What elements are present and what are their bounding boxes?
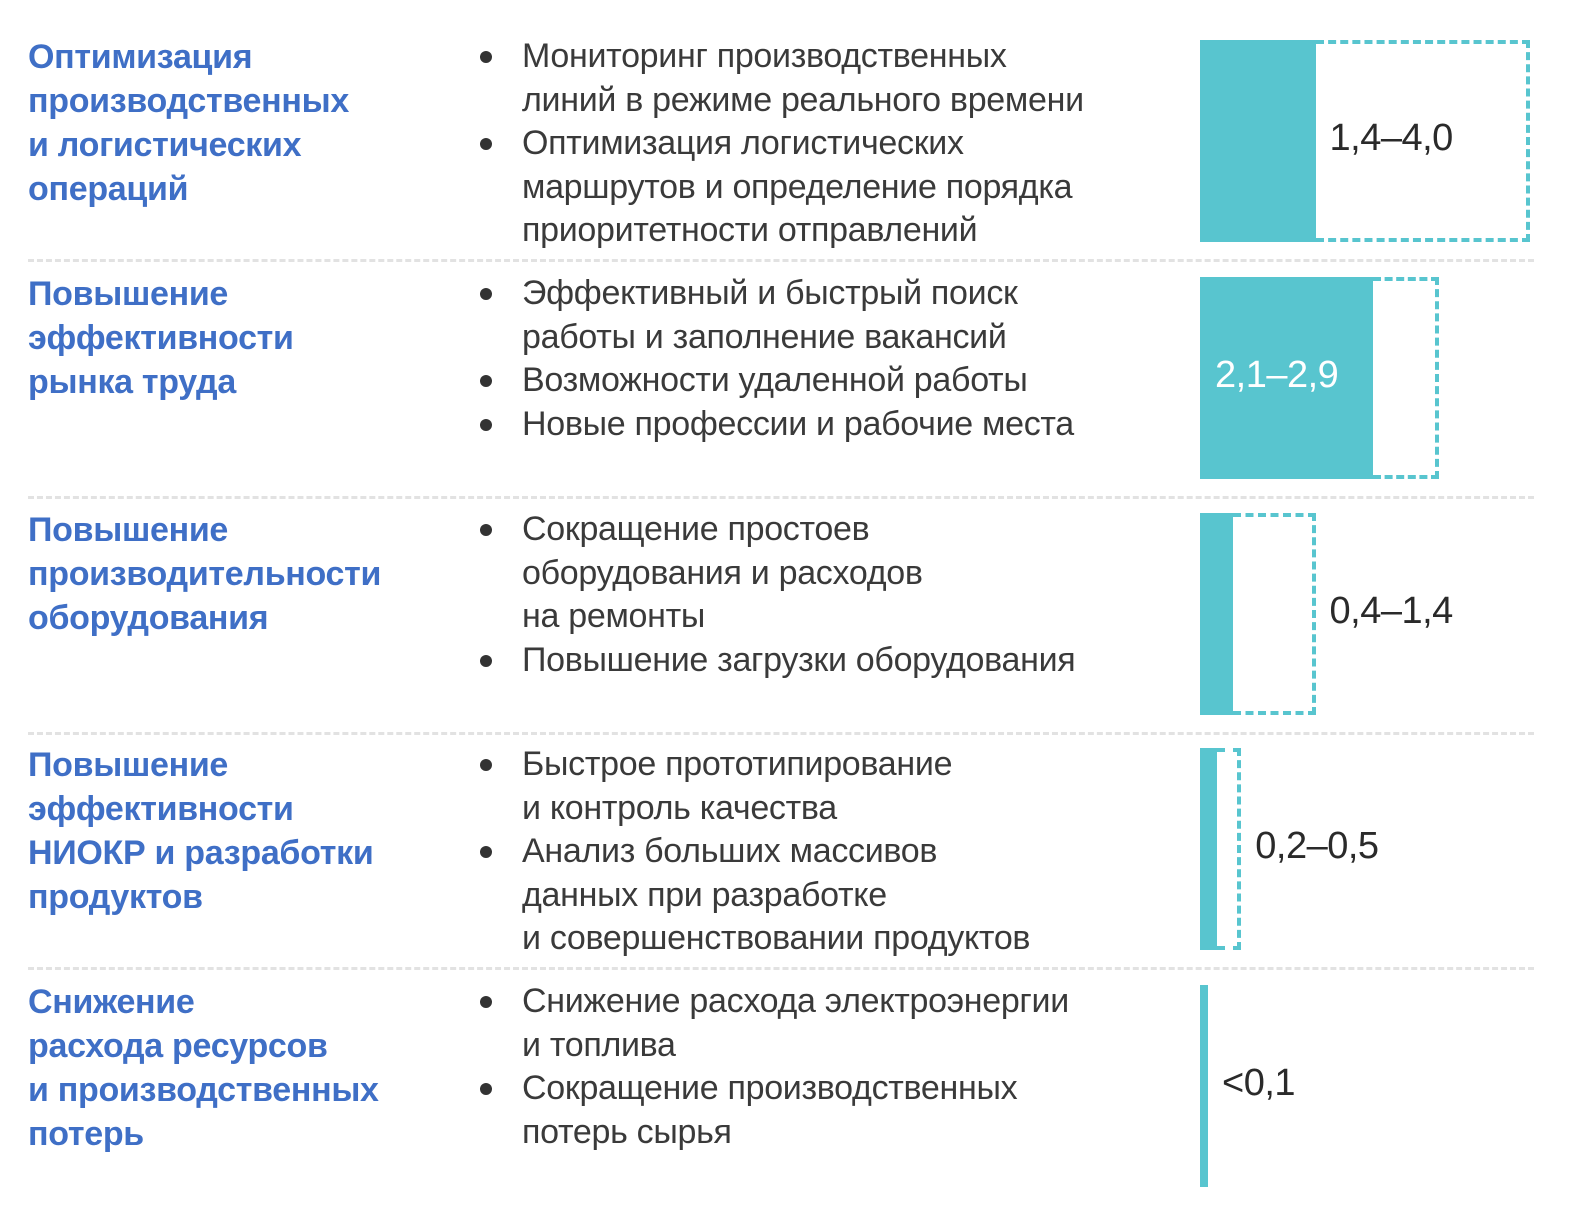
bullet-text-line: Анализ больших массивов [522, 832, 938, 870]
category-title-line: и логистических [28, 126, 302, 164]
bullet-dot-icon [480, 288, 492, 300]
category-title-line: производственных [28, 82, 349, 120]
bullet-dot-icon [480, 51, 492, 63]
category-title: Повышение эффективности рынка труда [28, 272, 294, 404]
bar-high-range [1233, 513, 1316, 715]
bullet-list: Эффективный и быстрый поиск работы и запо… [478, 272, 1074, 446]
bar-value-label: <0,1 [1222, 1062, 1296, 1104]
category-row: Повышение эффективности НИОКР и разработки… [0, 743, 1572, 979]
bullet-text-line: данных при разработке [522, 875, 887, 914]
bullet-text-line: Эффективный и быстрый поиск [522, 274, 1018, 312]
bullet-text-line: и контроль качества [522, 788, 837, 827]
bullet-dot-icon [480, 524, 492, 536]
bullet-item: Анализ больших массивов данных при разраб… [478, 830, 1031, 961]
bar-low-value [1200, 985, 1208, 1187]
category-title-line: расхода ресурсов [28, 1027, 328, 1065]
bullet-text-line: Сокращение производственных [522, 1069, 1018, 1107]
category-title-line: оборудования [28, 599, 269, 637]
bar-value-label: 1,4–4,0 [1329, 117, 1454, 159]
bullet-dot-icon [480, 375, 492, 387]
bullet-text-line: и совершенствовании продуктов [522, 919, 1031, 957]
category-title-line: и производственных [28, 1071, 379, 1109]
bullet-item: Снижение расхода электроэнергии и топлива [478, 980, 1069, 1067]
bullet-text-line: маршрутов и определение порядка [522, 167, 1073, 206]
category-row: Повышение эффективности рынка труда Эффекти… [0, 272, 1572, 508]
bar-value-label: 2,1–2,9 [1215, 354, 1339, 396]
category-title-line: продуктов [28, 878, 203, 916]
category-row: Снижение расхода ресурсов и производственн… [0, 980, 1572, 1216]
bullet-text-line: Повышение загрузки оборудования [522, 640, 1076, 679]
bullet-list: Снижение расхода электроэнергии и топлива… [478, 980, 1069, 1154]
bar-high-range [1216, 748, 1242, 950]
bar-value-label: 0,2–0,5 [1255, 825, 1379, 867]
bullet-list: Мониторинг производственных линий в режим… [478, 35, 1084, 253]
category-title: Повышение эффективности НИОКР и разработки… [28, 743, 374, 919]
bullet-text-line: работы и заполнение вакансий [522, 317, 1007, 356]
bullet-text-line: Быстрое прототипирование [522, 745, 953, 783]
bullet-dot-icon [480, 846, 492, 858]
row-divider [28, 496, 1534, 499]
bullet-item: Повышение загрузки оборудования [478, 639, 1076, 683]
category-title-line: потерь [28, 1115, 144, 1153]
category-title: Оптимизация производственных и логистическ… [28, 35, 349, 211]
bullet-text-line: Возможности удаленной работы [522, 361, 1028, 399]
category-title: Снижение расхода ресурсов и производственн… [28, 980, 379, 1156]
category-row: Повышение производительности оборудования С… [0, 508, 1572, 744]
bullet-item: Быстрое прототипирование и контроль качес… [478, 743, 1030, 830]
bullet-text-line: оборудования и расходов [522, 553, 923, 592]
bullet-item: Сокращение производственных потерь сырья [478, 1067, 1069, 1154]
category-title-line: Оптимизация [28, 38, 253, 76]
category-row: Оптимизация производственных и логистическ… [0, 35, 1572, 271]
bullet-dot-icon [480, 654, 492, 667]
category-title-line: операций [28, 170, 189, 208]
category-title-line: Повышение [28, 746, 229, 784]
category-title-line: рынка труда [28, 363, 236, 401]
category-title-line: Повышение [28, 511, 229, 549]
row-divider [28, 259, 1534, 262]
bullet-text-line: и топлива [522, 1025, 676, 1064]
bar-high-range [1373, 277, 1440, 479]
bullet-item: Эффективный и быстрый поиск работы и запо… [478, 272, 1074, 359]
bullet-text-line: Снижение расхода электроэнергии [522, 982, 1069, 1020]
bullet-text-line: Оптимизация логистических [522, 124, 964, 162]
bullet-text-line: Новые профессии и рабочие места [522, 404, 1074, 443]
bullet-text-line: Сокращение простоев [522, 510, 870, 548]
bullet-dot-icon [480, 1083, 492, 1095]
category-title-line: Повышение [28, 275, 229, 313]
bar-low-value [1200, 40, 1316, 242]
bullet-list: Сокращение простоев оборудования и расход… [478, 508, 1076, 683]
bullet-text-line: линий в режиме реального времени [522, 80, 1084, 119]
bullet-dot-icon [480, 759, 492, 771]
bar-low-value [1200, 277, 1374, 479]
category-title-line: Снижение [28, 983, 195, 1021]
bullet-item: Мониторинг производственных линий в режим… [478, 35, 1084, 122]
bullet-text-line: потерь сырья [522, 1112, 732, 1151]
category-title-line: производительности [28, 555, 382, 593]
category-title: Повышение производительности оборудования [28, 508, 381, 640]
bullet-text-line: приоритетности отправлений [522, 211, 978, 249]
row-divider [28, 732, 1534, 735]
bullet-dot-icon [480, 996, 492, 1008]
row-divider [28, 967, 1534, 970]
bullet-item: Новые профессии и рабочие места [478, 403, 1074, 447]
bar-low-value [1200, 748, 1217, 950]
category-title-line: НИОКР и разработки [28, 834, 374, 872]
bullet-dot-icon [480, 418, 492, 431]
bullet-item: Возможности удаленной работы [478, 359, 1074, 403]
bar-high-range [1315, 40, 1530, 242]
bullet-dot-icon [480, 138, 492, 150]
bullet-text-line: Мониторинг производственных [522, 37, 1007, 75]
bar-low-value [1200, 513, 1233, 715]
bullet-text-line: на ремонты [522, 597, 706, 635]
category-title-line: эффективности [28, 790, 294, 828]
category-title-line: эффективности [28, 319, 294, 357]
bullet-item: Сокращение простоев оборудования и расход… [478, 508, 1075, 639]
bullet-list: Быстрое прототипирование и контроль качес… [478, 743, 1031, 961]
bullet-item: Оптимизация логистических маршрутов и опр… [478, 122, 1084, 253]
bar-value-label: 0,4–1,4 [1329, 590, 1454, 632]
